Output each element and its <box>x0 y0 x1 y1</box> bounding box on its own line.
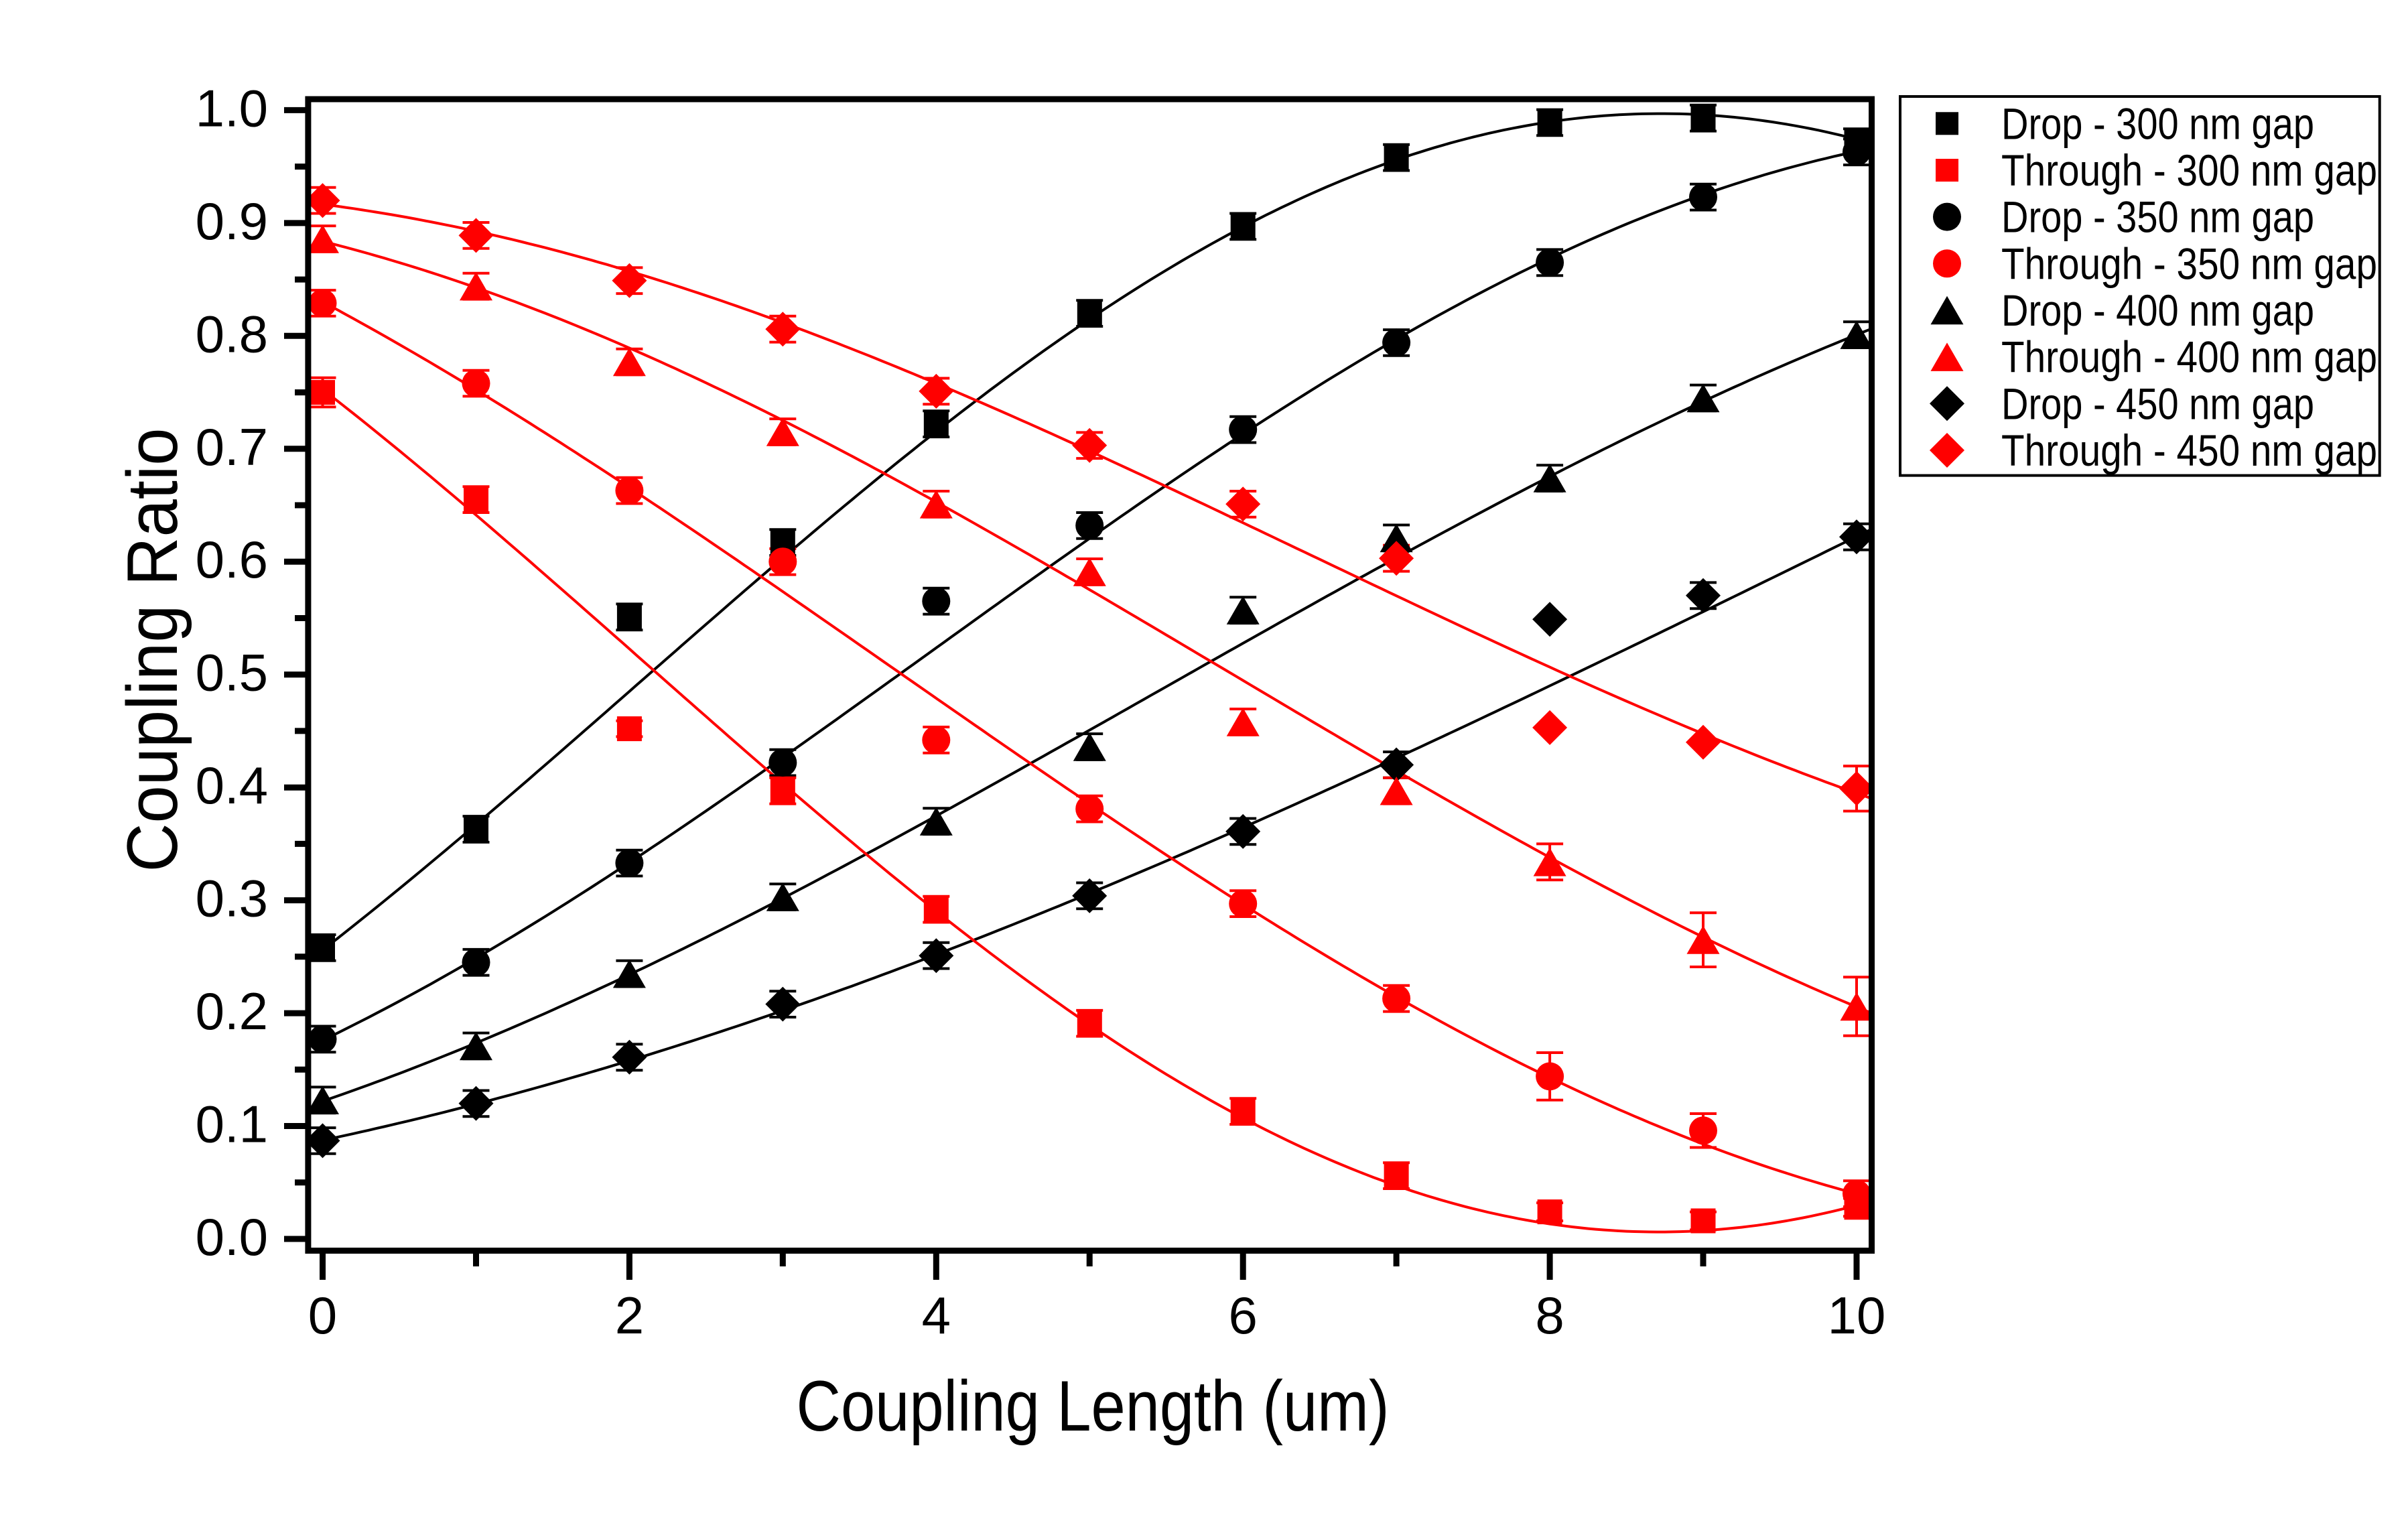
svg-text:0.5: 0.5 <box>196 643 268 702</box>
svg-text:0.9: 0.9 <box>196 192 268 251</box>
svg-text:0.2: 0.2 <box>196 982 268 1041</box>
svg-text:Coupling Length (um): Coupling Length (um) <box>797 1366 1390 1446</box>
svg-text:Coupling Ratio: Coupling Ratio <box>112 428 192 872</box>
svg-text:0.7: 0.7 <box>196 417 268 476</box>
svg-text:Through - 300 nm gap: Through - 300 nm gap <box>2001 145 2377 195</box>
svg-text:Drop - 350 nm gap: Drop - 350 nm gap <box>2001 192 2314 242</box>
svg-text:0: 0 <box>308 1286 337 1345</box>
svg-text:0.3: 0.3 <box>196 869 268 928</box>
svg-text:0.8: 0.8 <box>196 304 268 363</box>
svg-text:4: 4 <box>922 1286 951 1345</box>
svg-text:0.4: 0.4 <box>196 756 268 815</box>
svg-text:6: 6 <box>1229 1286 1258 1345</box>
svg-text:0.6: 0.6 <box>196 530 268 589</box>
svg-text:Drop - 400 nm gap: Drop - 400 nm gap <box>2001 285 2314 335</box>
svg-text:0.1: 0.1 <box>196 1095 268 1154</box>
svg-text:Through - 350 nm gap: Through - 350 nm gap <box>2001 239 2377 288</box>
svg-text:2: 2 <box>615 1286 644 1345</box>
svg-text:10: 10 <box>1828 1286 1886 1345</box>
svg-text:Drop - 300 nm gap: Drop - 300 nm gap <box>2001 98 2314 148</box>
svg-text:8: 8 <box>1535 1286 1564 1345</box>
svg-text:Through - 400 nm gap: Through - 400 nm gap <box>2001 332 2377 382</box>
svg-text:1.0: 1.0 <box>196 78 268 137</box>
svg-text:Through - 450 nm gap: Through - 450 nm gap <box>2001 425 2377 475</box>
svg-text:0.0: 0.0 <box>196 1207 268 1266</box>
svg-text:Drop - 450 nm gap: Drop - 450 nm gap <box>2001 379 2314 428</box>
